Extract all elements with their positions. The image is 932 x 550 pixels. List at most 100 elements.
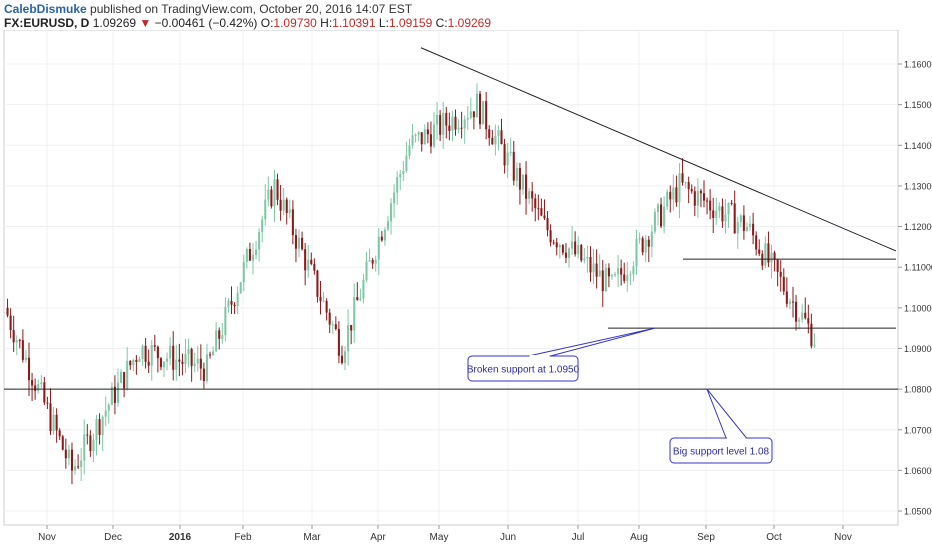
candle-body[interactable] [515, 167, 518, 181]
candle-body[interactable] [258, 232, 261, 250]
candle-body[interactable] [420, 132, 423, 145]
candle-body[interactable] [344, 351, 347, 364]
candle-body[interactable] [31, 380, 34, 386]
candle-body[interactable] [98, 419, 101, 435]
candle-body[interactable] [202, 368, 205, 381]
candle-body[interactable] [144, 345, 147, 362]
candle-body[interactable] [798, 319, 801, 322]
drawings[interactable] [4, 47, 898, 390]
candle-body[interactable] [436, 115, 439, 125]
candle-body[interactable] [291, 209, 294, 236]
candle-body[interactable] [610, 275, 613, 277]
candle-body[interactable] [472, 111, 475, 118]
candle-body[interactable] [482, 101, 485, 125]
candle-body[interactable] [55, 414, 58, 431]
candle-body[interactable] [736, 221, 739, 234]
candle-body[interactable] [506, 152, 509, 166]
candle-body[interactable] [463, 119, 466, 129]
candle-body[interactable] [27, 357, 31, 381]
candle-body[interactable] [672, 187, 675, 200]
candle-body[interactable] [644, 239, 647, 253]
candle-body[interactable] [279, 199, 282, 211]
candle-body[interactable] [684, 182, 687, 184]
candle-body[interactable] [656, 204, 660, 212]
candle-body[interactable] [512, 151, 515, 181]
candle-body[interactable] [350, 325, 353, 331]
candle-body[interactable] [169, 345, 172, 359]
candle-body[interactable] [276, 179, 279, 200]
candle-body[interactable] [687, 182, 690, 190]
candle-body[interactable] [153, 345, 156, 347]
candle-body[interactable] [316, 270, 319, 297]
candle-body[interactable] [245, 249, 248, 262]
candle-body[interactable] [724, 214, 727, 222]
candle-body[interactable] [432, 124, 436, 147]
candle-body[interactable] [374, 259, 377, 264]
candle-body[interactable] [525, 174, 528, 199]
candle-body[interactable] [405, 155, 408, 171]
candle-body[interactable] [660, 204, 663, 227]
candle-body[interactable] [543, 215, 546, 219]
candle-body[interactable] [288, 209, 291, 213]
candle-body[interactable] [589, 256, 592, 273]
candle-body[interactable] [138, 359, 141, 362]
candle-body[interactable] [267, 189, 270, 200]
candle-body[interactable] [116, 382, 120, 403]
candle-body[interactable] [451, 116, 454, 131]
candle-body[interactable] [15, 340, 18, 343]
candle-body[interactable] [294, 235, 297, 249]
candle-body[interactable] [629, 274, 632, 276]
candle-body[interactable] [549, 230, 552, 243]
callouts[interactable]: Broken support at 1.0950 Big support leve… [467, 327, 773, 464]
candle-body[interactable] [699, 190, 702, 194]
candle-body[interactable] [365, 261, 368, 281]
candle-body[interactable] [184, 353, 187, 364]
candle-body[interactable] [270, 189, 273, 207]
candle-body[interactable] [52, 414, 55, 431]
candle-body[interactable] [107, 404, 110, 411]
candle-body[interactable] [791, 301, 795, 303]
candle-body[interactable] [150, 345, 153, 366]
candle-body[interactable] [239, 282, 242, 293]
candle-body[interactable] [623, 274, 626, 281]
candles[interactable] [6, 83, 816, 485]
candle-body[interactable] [779, 271, 782, 277]
candle-body[interactable] [807, 318, 810, 324]
candle-body[interactable] [224, 306, 227, 336]
candle-body[interactable] [773, 252, 776, 260]
candle-body[interactable] [718, 206, 721, 211]
candle-body[interactable] [313, 263, 316, 271]
candle-body[interactable] [172, 345, 175, 370]
candle-body[interactable] [693, 191, 696, 206]
candle-body[interactable] [67, 449, 70, 459]
candle-body[interactable] [739, 215, 742, 222]
candle-body[interactable] [426, 129, 429, 135]
candle-body[interactable] [147, 361, 150, 366]
candle-body[interactable] [70, 449, 73, 471]
candle-body[interactable] [37, 384, 40, 391]
candle-body[interactable] [518, 167, 521, 190]
candle-body[interactable] [727, 202, 730, 215]
candle-body[interactable] [113, 386, 116, 403]
candle-body[interactable] [564, 252, 567, 258]
candle-body[interactable] [396, 177, 399, 193]
candle-body[interactable] [647, 239, 650, 247]
price-axis[interactable]: 1.05000 1.06000 1.07000 1.08000 1.09000 1.100… [898, 60, 932, 517]
big-support-callout[interactable]: Big support level 1.08 [669, 388, 773, 464]
candle-body[interactable] [715, 210, 718, 218]
candle-body[interactable] [95, 419, 98, 440]
candle-body[interactable] [64, 449, 67, 459]
candle-body[interactable] [604, 267, 607, 292]
candle-body[interactable] [319, 296, 322, 302]
candle-body[interactable] [175, 359, 178, 370]
candle-body[interactable] [653, 211, 656, 232]
candle-body[interactable] [607, 267, 610, 277]
candle-body[interactable] [86, 434, 89, 436]
candle-body[interactable] [795, 301, 798, 322]
candle-body[interactable] [555, 242, 558, 248]
candle-body[interactable] [325, 300, 328, 313]
candle-body[interactable] [273, 179, 276, 207]
candle-body[interactable] [546, 218, 549, 231]
candle-body[interactable] [21, 340, 24, 360]
candle-body[interactable] [159, 358, 162, 368]
